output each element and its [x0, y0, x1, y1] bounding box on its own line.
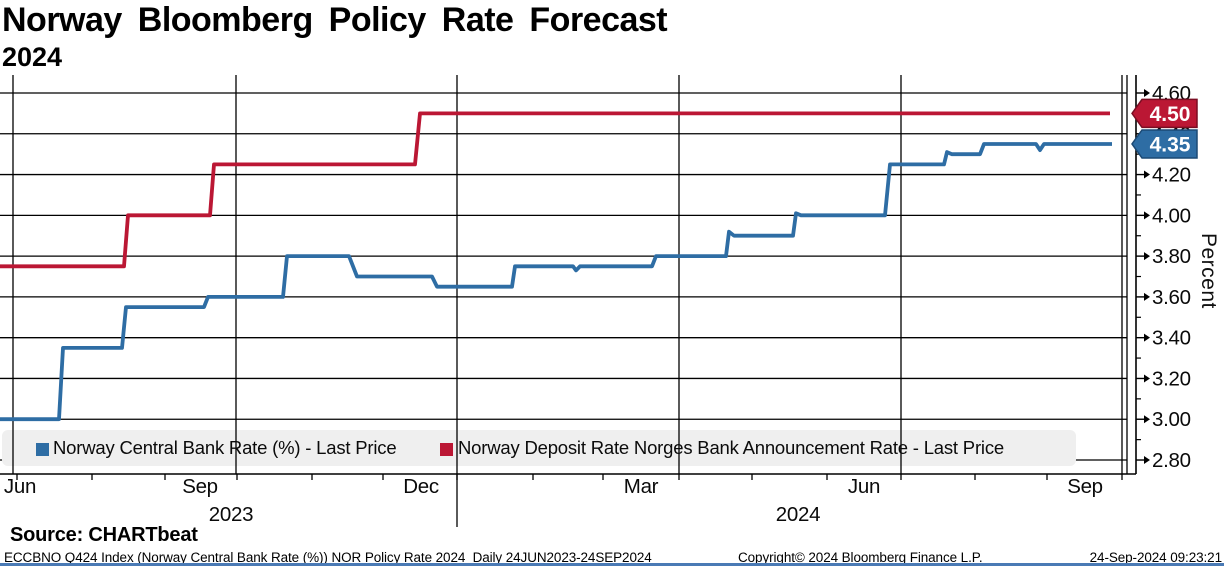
page-title: Norway Bloomberg Policy Rate Forecast — [2, 1, 668, 39]
legend-background — [2, 430, 1076, 466]
last-price-badge-value: 4.35 — [1150, 133, 1191, 156]
legend-label-central-bank-rate: Norway Central Bank Rate (%) - Last Pric… — [53, 437, 397, 458]
last-price-badge-value: 4.50 — [1150, 103, 1191, 126]
last-price-badge — [1131, 98, 1198, 129]
y-axis-tick-label: 4.00 — [1152, 204, 1191, 227]
y-axis-tick-arrow — [1144, 333, 1150, 342]
x-axis-year-label: 2024 — [776, 503, 820, 526]
source-note: Source: CHARTbeat — [10, 524, 198, 546]
x-axis-month-label: Sep — [182, 475, 218, 498]
footer-index-description: ECCBNO Q424 Index (Norway Central Bank R… — [4, 550, 652, 565]
window-bottom-border — [0, 563, 1224, 566]
series-line-deposit-rate — [0, 111, 1110, 269]
y-axis-tick-arrow — [1144, 374, 1150, 383]
legend-swatch-deposit-rate — [440, 443, 453, 456]
y-axis-tick-arrow — [1144, 170, 1150, 179]
y-axis-title: Percent — [1197, 233, 1220, 309]
x-axis-month-label: Mar — [624, 475, 659, 498]
y-axis-tick-arrow — [1144, 292, 1150, 301]
y-axis-tick-arrow — [1144, 252, 1150, 261]
y-axis-tick-arrow — [1144, 456, 1150, 465]
footer-copyright: Copyright© 2024 Bloomberg Finance L.P. — [738, 550, 983, 565]
series-line-central-bank-rate — [0, 142, 1112, 422]
y-axis-tick-label: 3.60 — [1152, 286, 1191, 309]
footer-timestamp: 24-Sep-2024 09:23:21 — [1089, 550, 1222, 565]
page-subtitle: 2024 — [2, 42, 63, 72]
y-axis-tick-label: 2.80 — [1152, 449, 1191, 472]
last-price-badge — [1131, 129, 1198, 159]
y-axis-tick-arrow — [1144, 211, 1150, 220]
legend-label-deposit-rate: Norway Deposit Rate Norges Bank Announce… — [458, 437, 1004, 458]
y-axis-tick-label: 3.40 — [1152, 327, 1191, 350]
x-axis-month-label: Jun — [848, 475, 880, 498]
y-axis-tick-arrow — [1144, 415, 1150, 424]
x-axis-year-label: 2023 — [209, 503, 253, 526]
legend-swatch-central-bank-rate — [36, 443, 49, 456]
y-axis-tick-label: 3.80 — [1152, 245, 1191, 268]
y-axis-tick-label: 3.00 — [1152, 408, 1191, 431]
x-axis-month-label: Dec — [403, 475, 439, 498]
y-axis-tick-label: 4.20 — [1152, 164, 1191, 187]
y-axis-tick-arrow — [1144, 89, 1150, 97]
x-axis-month-label: Jun — [4, 475, 36, 498]
y-axis-tick-label: 3.20 — [1152, 367, 1191, 390]
x-axis-month-label: Sep — [1067, 475, 1103, 498]
